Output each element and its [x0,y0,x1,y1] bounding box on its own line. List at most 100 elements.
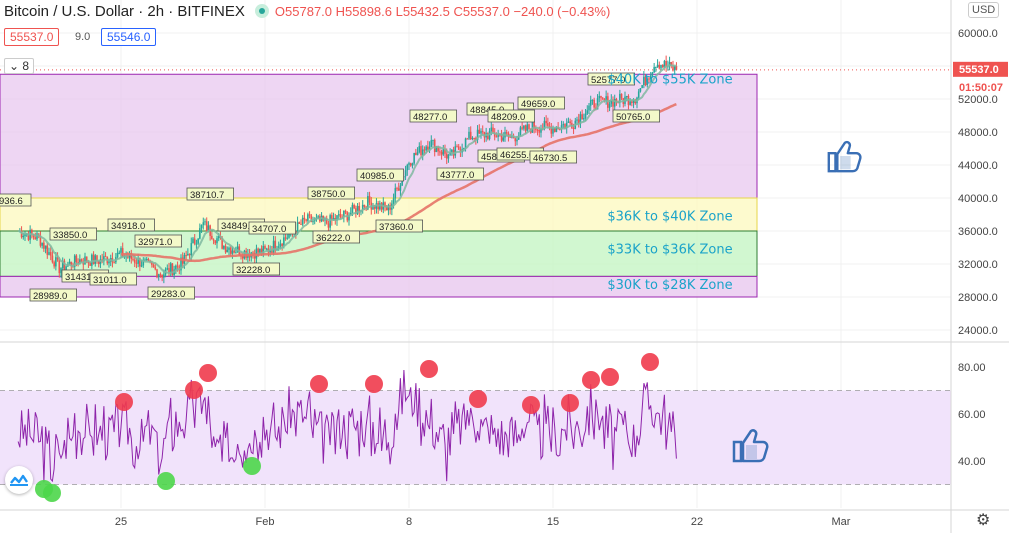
candle-body [113,262,115,264]
overbought-marker [582,371,600,389]
candle-body [180,257,182,271]
indicator-collapse-button[interactable]: ⌄ 8 [4,58,35,74]
candle-body [615,98,618,103]
annotation-box [529,150,577,164]
candle-body [447,154,450,159]
candle-body [509,136,511,138]
candle-body [392,198,395,204]
candle-body [163,274,165,278]
candle-body [584,113,587,119]
zone-label: $36K to $40K Zone [607,209,732,224]
annotation-box [587,72,635,86]
candle-body [478,129,481,134]
candle-body [387,205,390,211]
annotation-text: 34707.0 [252,224,286,235]
currency-label[interactable]: USD [968,2,1000,18]
candle-body [409,163,412,166]
candle-body [190,243,193,256]
candle-body [565,122,568,129]
annotation-text: 46255.0 [500,150,534,161]
candle-body [269,249,271,253]
candle-body [648,78,650,80]
candle-body [577,119,580,124]
price-annotation: 46730.5 [529,150,577,164]
candle-body [185,255,187,257]
overbought-marker [199,364,217,382]
sell-price-box[interactable]: 55537.0 [4,28,60,46]
candle-body [211,235,213,240]
candle-body [420,146,422,156]
candle-body [89,262,91,266]
candle-body [428,146,431,150]
candle-body [274,240,277,251]
candle-body [425,146,427,151]
candle-body [567,121,570,123]
candle-body [514,138,517,142]
candle-body [272,240,275,253]
candle-body [22,236,25,238]
annotation-text: 43777.0 [440,170,474,181]
candle-body [108,261,110,264]
candle-body [257,248,259,253]
candle-body [308,214,311,216]
candle-body [264,246,266,249]
candle-body [296,222,299,234]
candle-body [432,139,434,141]
candle-body [600,95,602,98]
candle-body [653,67,655,73]
candle-body [445,153,448,159]
overbought-marker [365,375,383,393]
candle-body [523,125,525,129]
candle-body [262,246,265,254]
candle-body [116,252,119,257]
price-annotation: 49659.0 [517,96,565,110]
candle-body [327,223,330,228]
symbol-title[interactable]: Bitcoin / U.S. Dollar · 2h · BITFINEX [4,3,245,20]
candle-body [303,217,306,220]
candle-body [644,76,647,86]
gear-icon[interactable]: ⚙ [976,512,991,529]
annotation-box [375,219,423,233]
candle-body [437,146,439,152]
indicator-count: 8 [22,59,30,73]
candle-body [241,255,244,259]
buy-price-box[interactable]: 55546.0 [101,28,157,46]
annotation-text: 32228.0 [236,265,270,276]
price-annotation: 34707.0 [248,221,296,235]
candle-body [601,97,604,99]
candle-body [132,258,134,260]
candle-body [665,61,667,67]
price-label-bg [953,79,1008,95]
candle-body [154,267,157,270]
candle-body [104,256,107,258]
candle-body [399,185,402,191]
candle-body [288,234,290,238]
candle-body [92,254,95,264]
annotation-text: 28989.0 [33,291,67,302]
candle-body [310,215,313,223]
candle-body [524,125,527,131]
candle-body [317,216,319,218]
candle-body [168,268,170,274]
tradingview-logo[interactable] [5,466,33,494]
candle-body [307,214,309,221]
candle-body [344,210,347,213]
eye-icon[interactable] [254,4,269,18]
annotation-text: 38750.0 [311,189,345,200]
candle-body [456,146,458,148]
candle-body [80,259,83,263]
candle-body [332,217,335,220]
candle-body [94,255,97,264]
candle-body [469,131,472,140]
candle-body [127,256,129,258]
zone-label: $40K to $55K Zone [607,72,732,87]
candle-body [598,95,601,99]
candle-body [49,252,52,256]
price-annotation: 34918.0 [107,218,155,232]
annotation-box [436,167,484,181]
candle-body [528,124,530,129]
candle-body [415,152,417,156]
candle-body [673,65,676,71]
candle-body [79,259,81,265]
